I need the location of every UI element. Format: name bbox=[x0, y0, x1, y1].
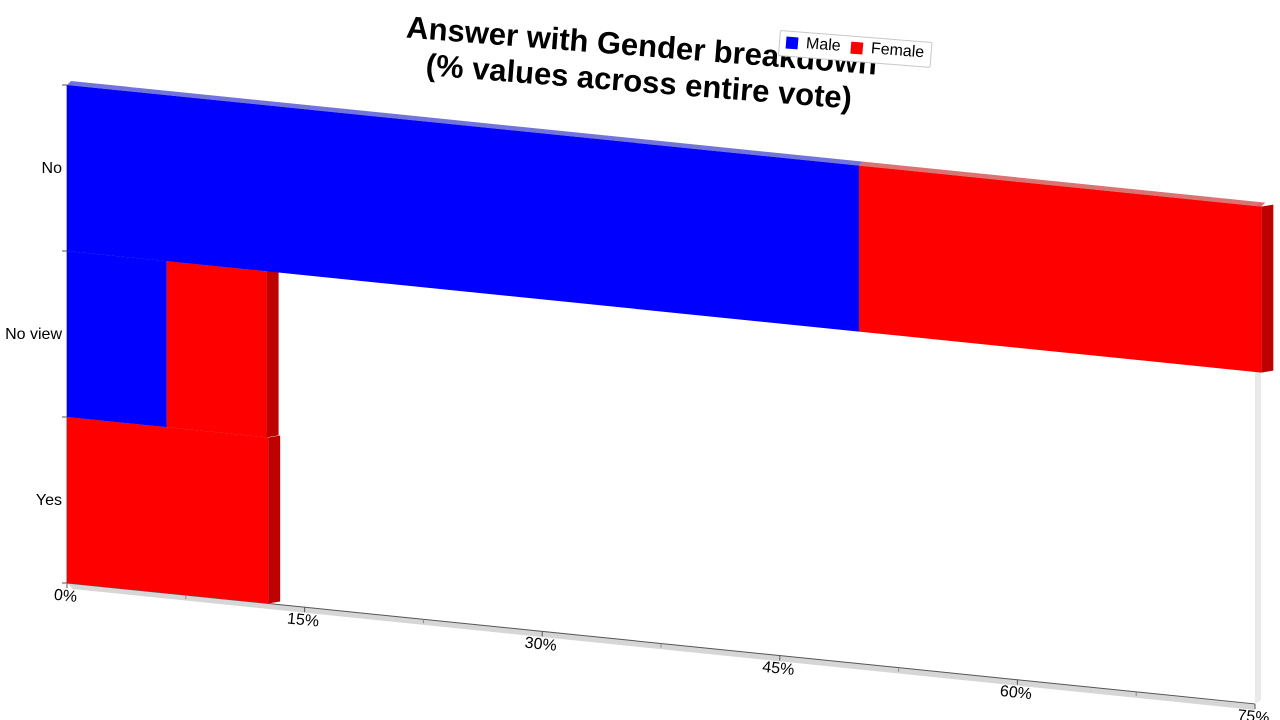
x-tick-label: 60% bbox=[999, 683, 1033, 703]
category-label: No view bbox=[5, 326, 62, 343]
bar-female-no-view bbox=[166, 261, 267, 438]
category-label: Yes bbox=[36, 492, 62, 509]
x-tick-label: 0% bbox=[53, 587, 78, 606]
category-label: No bbox=[42, 160, 63, 177]
bar-top-female bbox=[859, 161, 1266, 207]
bar-side-face bbox=[268, 435, 281, 604]
x-tick-label: 30% bbox=[524, 635, 558, 655]
bar-female-no bbox=[859, 165, 1262, 373]
bar-male-no-view bbox=[67, 251, 167, 428]
x-tick-label: 15% bbox=[286, 610, 320, 630]
bar-male-no bbox=[67, 85, 859, 332]
bar-female-yes bbox=[67, 417, 269, 604]
bar-side-face bbox=[266, 269, 279, 438]
bar-top-male bbox=[67, 81, 863, 166]
bar-side-face bbox=[1261, 204, 1274, 373]
x-tick-label: 75% bbox=[1237, 707, 1271, 720]
x-tick-label: 45% bbox=[761, 659, 795, 679]
